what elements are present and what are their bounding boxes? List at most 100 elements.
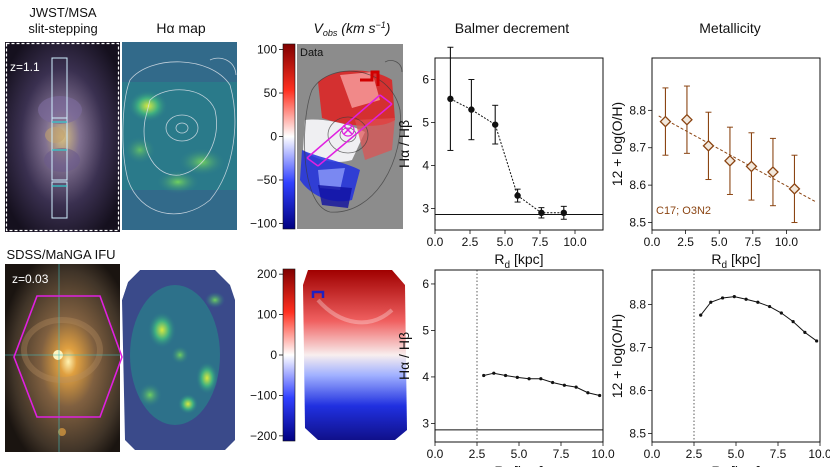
profile-point: [779, 311, 783, 315]
colorbar-tick-label: 0: [270, 130, 277, 144]
colorbar-top: 100 50 0 −50 −100: [250, 43, 296, 230]
x-axis-label: Rd [kpc]: [711, 463, 760, 467]
profile-point: [503, 373, 508, 378]
halpha-bottom-clump: [196, 362, 218, 394]
sdss-image-panel: z=0.03: [5, 264, 123, 452]
x-axis-label-main: R: [711, 251, 721, 267]
x-axis-label: Rd [kpc]: [494, 463, 543, 467]
jwst-galaxy-clump: [38, 96, 82, 124]
x-axis-label-sub: d: [722, 260, 728, 271]
profile-point: [515, 375, 519, 379]
halpha-map-bottom: [122, 265, 235, 450]
data-point: [447, 95, 454, 103]
halpha-clump: [156, 170, 200, 194]
x-tick-label: 5.0: [497, 235, 514, 249]
axes-frame: [434, 269, 604, 443]
colorbar-tick-label: 200: [257, 267, 277, 281]
halpha-bottom-clump: [178, 394, 198, 414]
redshift-label-top: z=1.1: [10, 60, 40, 74]
jwst-galaxy-core: [45, 127, 65, 143]
halpha-bottom-clump: [148, 312, 176, 348]
profile-point: [574, 385, 578, 389]
profile-point: [791, 320, 795, 324]
kinematic-center-circle: [341, 123, 355, 137]
data-point-diamond: [702, 139, 715, 152]
x-axis-label-unit: [kpc]: [727, 463, 760, 467]
colorbar-tick-label: 100: [257, 43, 277, 57]
x-tick-label: 5.0: [728, 447, 745, 461]
colorbar-tick-label: −100: [250, 216, 277, 230]
x-tick-label: 0.0: [427, 447, 444, 461]
y-tick-label: 3: [422, 202, 429, 216]
x-tick-label: 0.0: [644, 235, 661, 249]
x-axis-label-unit: [kpc]: [727, 251, 760, 267]
sdss-spiral-arm: [21, 317, 103, 383]
x-axis-label-unit: [kpc]: [510, 251, 543, 267]
x-tick-label: 7.5: [553, 447, 570, 461]
metallicity-bottom-plot: 0.0 2.5 5.0 7.5 10.0 8.5 8.6 8.7 8.8 Rd [kpc] 12 +…: [609, 269, 830, 467]
jwst-title-line2: slit-stepping: [28, 21, 97, 36]
colorbar-bottom-gradient: [282, 268, 296, 442]
x-tick-label: 10.0: [808, 447, 830, 461]
data-point: [514, 192, 521, 199]
velocity-title-close: ): [384, 20, 391, 36]
y-tick-label: 6: [422, 277, 429, 291]
x-axis-label: Rd [kpc]: [494, 251, 543, 271]
colorbar-bottom: 200 100 0 −100 −200: [250, 267, 296, 443]
metallicity-annotation: C17; O3N2: [656, 205, 711, 217]
profile-point: [720, 296, 725, 300]
colorbar-tick-label: −100: [250, 388, 277, 402]
data-point-diamond: [659, 115, 672, 128]
halpha-clump: [128, 90, 168, 122]
x-tick-label: 7.5: [770, 447, 787, 461]
sdss-title: SDSS/MaNGA IFU: [6, 247, 115, 262]
profile-point: [586, 391, 590, 395]
jwst-galaxy-clump: [44, 148, 80, 172]
x-axis-label-main: R: [494, 251, 504, 267]
profile-point: [744, 297, 748, 301]
halpha-bottom-clump: [205, 292, 225, 308]
axes-frame: [434, 57, 604, 231]
y-axis-label: Hα / Hβ: [396, 120, 412, 168]
y-axis-label: 12 + log(O/H): [609, 102, 625, 186]
x-tick-label: 0.0: [644, 447, 661, 461]
profile-point: [803, 330, 807, 334]
x-tick-label: 2.5: [677, 235, 694, 249]
velocity-title-sub: obs: [323, 28, 338, 38]
profile-point: [562, 383, 566, 387]
profile-point: [482, 373, 486, 378]
profile-point: [815, 339, 819, 343]
colorbar-top-gradient: [282, 43, 296, 230]
jwst-frame: [5, 42, 120, 232]
velocity-bottom-field: [303, 270, 407, 440]
profile-point: [598, 393, 602, 398]
axes-frame: [651, 57, 821, 231]
data-point-diamond: [767, 166, 779, 178]
data-point-diamond: [788, 182, 801, 195]
data-point: [560, 209, 567, 216]
x-axis-label-main: R: [494, 463, 504, 467]
y-tick-label: 8.5: [629, 216, 646, 230]
halpha-map-title: Hα map: [156, 20, 206, 36]
velocity-bottom-marker: [311, 290, 325, 298]
colorbar-tick-label: 0: [270, 348, 277, 362]
data-point-diamond: [745, 160, 758, 173]
x-tick-label: 10.0: [591, 447, 615, 461]
data-connector-line: [450, 98, 564, 214]
halpha-bottom-clump: [138, 383, 162, 407]
x-axis-label-main: R: [711, 463, 721, 467]
y-tick-label: 4: [422, 159, 429, 173]
velocity-contours: [304, 60, 403, 213]
colorbar-tick-label: −50: [257, 173, 278, 187]
metallicity-top-plot: 0.0 2.5 5.0 7.5 10.0 8.5 8.6 8.7 8.8 Rd [kpc] 12 +…: [609, 57, 821, 271]
data-point-diamond: [724, 154, 736, 167]
y-tick-label: 5: [422, 323, 429, 337]
profile-point: [539, 377, 543, 381]
profile-point: [699, 313, 703, 317]
y-tick-label: 4: [422, 370, 429, 384]
axes-frame: [651, 269, 821, 443]
profile-point: [551, 380, 555, 385]
balmer-bottom-plot: 0.0 2.5 5.0 7.5 10.0 3 4 5 6 Rd [kpc] Hα / Hβ: [396, 269, 615, 467]
balmer-title: Balmer decrement: [455, 20, 569, 36]
